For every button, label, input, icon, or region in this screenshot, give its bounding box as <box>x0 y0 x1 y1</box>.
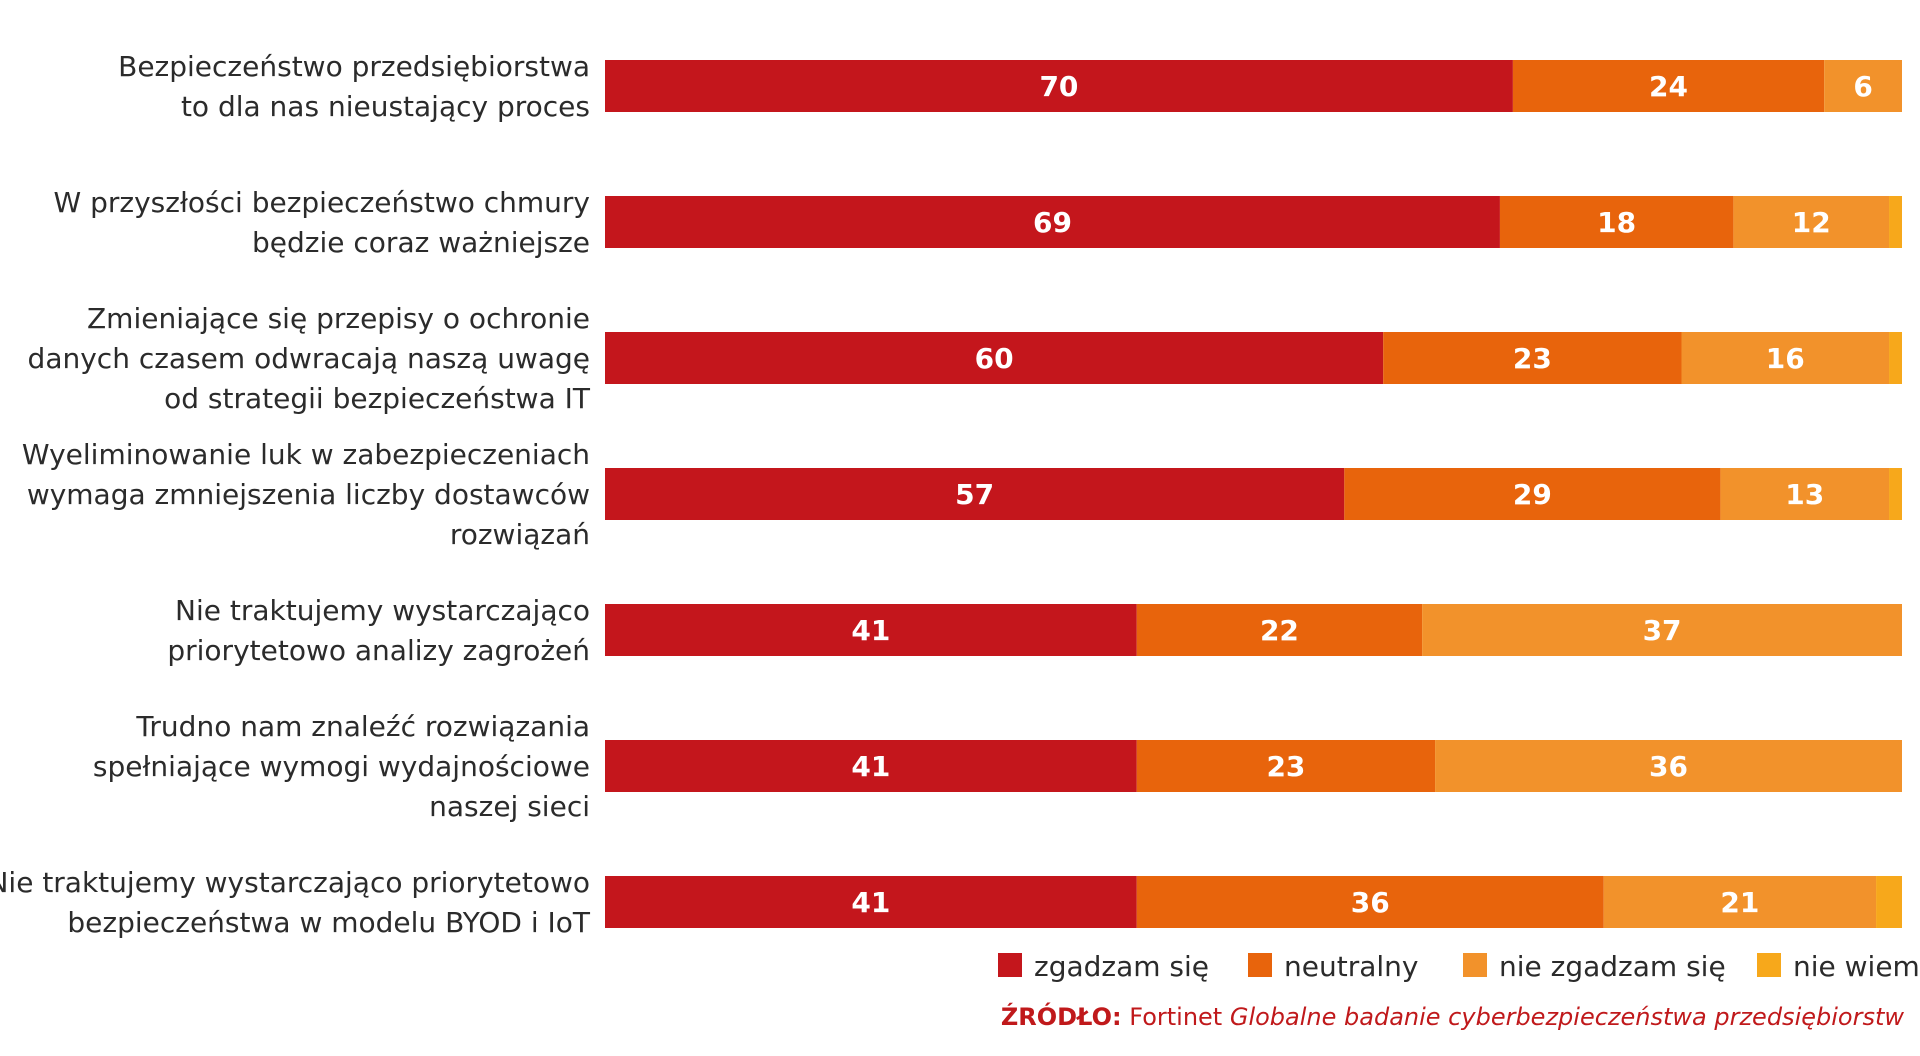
bar-segment <box>1136 740 1436 792</box>
category-label: Trudno nam znaleźć rozwiązania <box>135 710 590 743</box>
bar-segment <box>1499 196 1734 248</box>
bar-segment <box>1824 60 1902 112</box>
bar-value-label: 41 <box>851 614 890 647</box>
bar-value-label: 18 <box>1597 206 1636 239</box>
bar-value-label: 69 <box>1033 206 1072 239</box>
category-label: W przyszłości bezpieczeństwo chmury <box>54 186 590 219</box>
bar-segment <box>1733 196 1890 248</box>
bar-value-label: 41 <box>851 750 890 783</box>
bar-value-label: 16 <box>1766 342 1805 375</box>
category-label: priorytetowo analizy zagrożeń <box>167 634 590 667</box>
bar-segment <box>1889 196 1902 248</box>
bar-value-label: 12 <box>1792 206 1831 239</box>
bar-value-label: 36 <box>1649 750 1688 783</box>
bar-value-label: 21 <box>1720 886 1759 919</box>
category-label: spełniające wymogi wydajnościowe <box>93 750 590 783</box>
legend-swatch <box>1248 953 1272 977</box>
bar-value-label: 23 <box>1266 750 1305 783</box>
legend-label: nie zgadzam się <box>1499 950 1726 983</box>
source-label: ŹRÓDŁO: <box>1000 1003 1122 1031</box>
bar-value-label: 23 <box>1513 342 1552 375</box>
bar-segment <box>1383 332 1682 384</box>
category-label: Bezpieczeństwo przedsiębiorstwa <box>118 50 590 83</box>
category-label: danych czasem odwracają naszą uwagę <box>28 342 590 375</box>
bar-segment <box>605 876 1137 928</box>
category-label: Nie traktujemy wystarczająco priorytetow… <box>0 866 590 899</box>
bar-segment <box>605 604 1137 656</box>
legend-swatch <box>1463 953 1487 977</box>
bar-value-label: 6 <box>1853 70 1872 103</box>
bar-value-label: 37 <box>1643 614 1682 647</box>
category-label: Wyeliminowanie luk w zabezpieczeniach <box>22 438 590 471</box>
bar-segment <box>1435 740 1902 792</box>
bar-segment <box>1422 604 1902 656</box>
bar-value-label: 29 <box>1513 478 1552 511</box>
category-label: od strategii bezpieczeństwa IT <box>164 382 591 415</box>
legend-label: zgadzam się <box>1034 950 1209 983</box>
bar-segment <box>605 468 1345 520</box>
bar-segment <box>1889 332 1902 384</box>
source-title: Globalne badanie cyberbezpieczeństwa prz… <box>1229 1003 1904 1031</box>
category-label: bezpieczeństwa w modelu BYOD i IoT <box>67 906 591 939</box>
bar-segment <box>1889 468 1902 520</box>
bar-segment <box>605 196 1500 248</box>
category-label: będzie coraz ważniejsze <box>252 226 590 259</box>
legend-label: nie wiem <box>1793 950 1920 983</box>
bar-segment <box>1603 876 1877 928</box>
bar-segment <box>1344 468 1721 520</box>
category-label: naszej sieci <box>429 790 590 823</box>
bar-segment <box>605 740 1137 792</box>
bar-value-label: 13 <box>1785 478 1824 511</box>
bar-segment <box>1136 876 1604 928</box>
bar-segment <box>605 60 1513 112</box>
bar-value-label: 70 <box>1039 70 1078 103</box>
legend-swatch <box>1757 953 1781 977</box>
bar-value-label: 60 <box>975 342 1014 375</box>
category-label: to dla nas nieustający proces <box>181 90 590 123</box>
row-labels-layer: Bezpieczeństwo przedsiębiorstwa to dla na… <box>0 50 591 939</box>
bar-value-label: 36 <box>1351 886 1390 919</box>
bar-value-label: 22 <box>1260 614 1299 647</box>
bar-segment <box>1681 332 1890 384</box>
bar-segment <box>1720 468 1890 520</box>
legend-swatch <box>998 953 1022 977</box>
legend-label: neutralny <box>1284 950 1418 983</box>
bar-value-label: 24 <box>1649 70 1688 103</box>
bars-layer: 70 24 6 69 18 12 60 23 16 57 29 13 41 22 37 41 23 36 41 36 2… <box>605 60 1902 928</box>
source-publisher: Fortinet <box>1129 1003 1223 1031</box>
category-label: rozwiązań <box>450 518 590 551</box>
legend: zgadzam się neutralny nie zgadzam się nie w… <box>998 950 1920 983</box>
bar-segment <box>1136 604 1423 656</box>
bar-value-label: 41 <box>851 886 890 919</box>
source-note: ŹRÓDŁO: Fortinet Globalne badanie cyberb… <box>1001 1003 1904 1031</box>
bar-value-label: 57 <box>955 478 994 511</box>
category-label: Zmieniające się przepisy o ochronie <box>87 302 590 335</box>
category-label: Nie traktujemy wystarczająco <box>175 594 590 627</box>
bar-segment <box>1876 876 1902 928</box>
bar-segment <box>605 332 1384 384</box>
bar-segment <box>1512 60 1825 112</box>
category-label: wymaga zmniejszenia liczby dostawców <box>27 478 590 511</box>
